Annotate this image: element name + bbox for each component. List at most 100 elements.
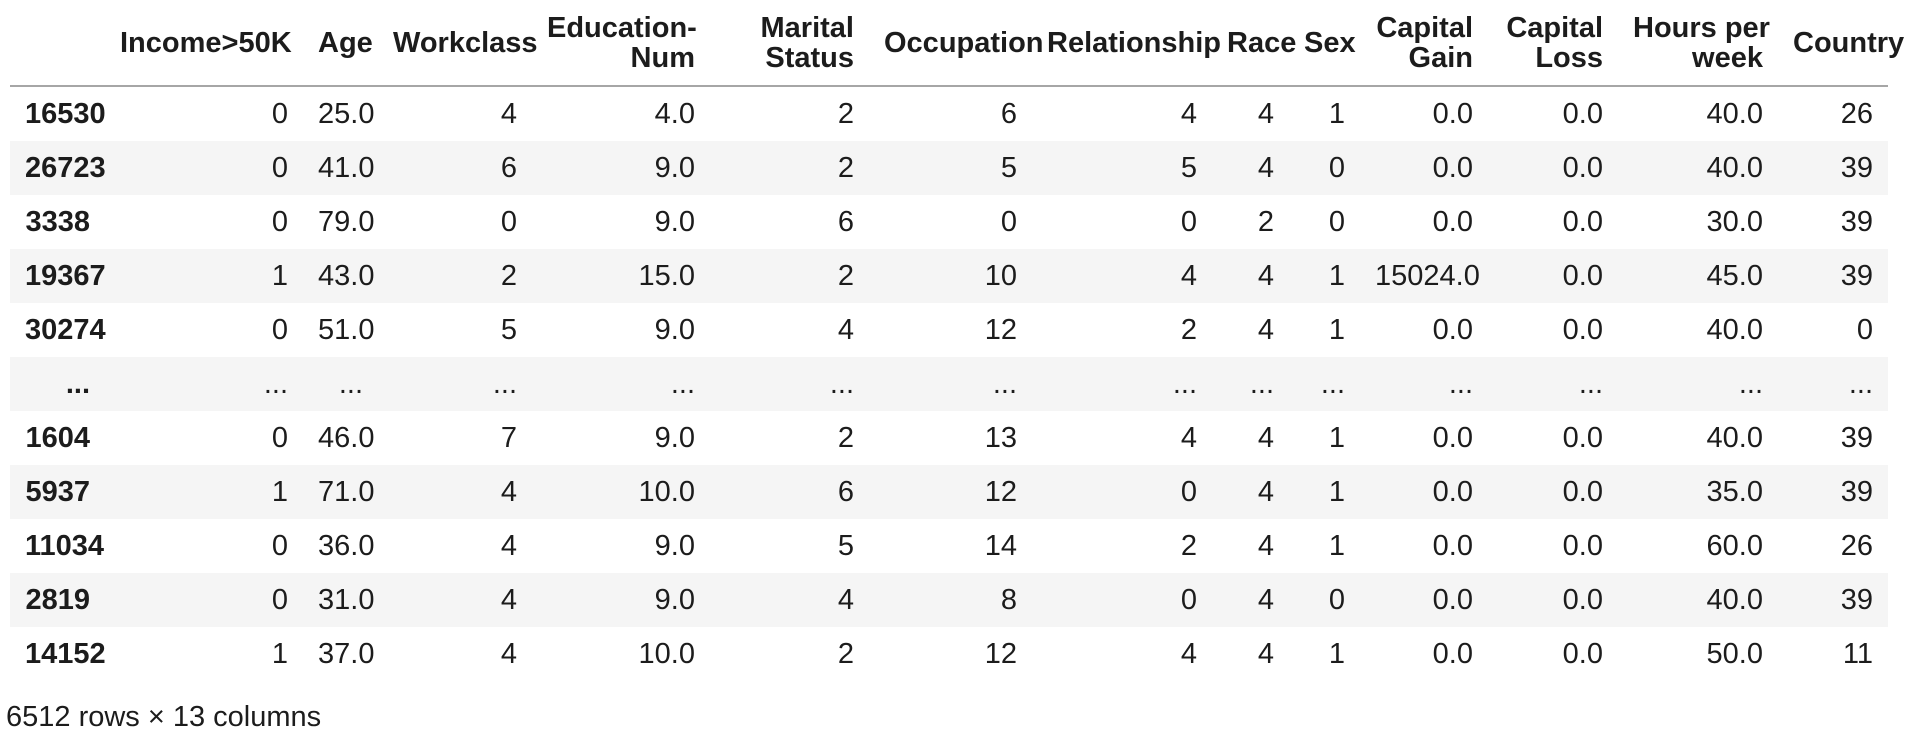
cell: 0 <box>1180 205 1197 238</box>
table-row: 30274 0 51.0 5 9.0 4 12 2 4 1 0.0 0.0 40.0 0 <box>10 303 1888 357</box>
row-index: 19367 <box>25 259 106 292</box>
cell: 4 <box>500 583 517 616</box>
cell: 71.0 <box>318 475 375 508</box>
cell: 0.0 <box>1432 313 1473 346</box>
row-index: 30274 <box>25 313 106 346</box>
cell: 4 <box>1180 637 1197 670</box>
cell: 1 <box>1328 97 1345 130</box>
cell: 0 <box>1328 151 1345 184</box>
cell: 15.0 <box>638 259 695 292</box>
row-index: 1604 <box>25 421 90 454</box>
column-header: Race <box>1212 0 1296 87</box>
cell: 4 <box>1257 529 1274 562</box>
row-index: 11034 <box>25 529 105 562</box>
cell: 60.0 <box>1706 529 1763 562</box>
table-row: 16530 0 25.0 4 4.0 2 6 4 4 1 0.0 0.0 40.0 26 <box>10 86 1888 141</box>
dataframe-table: Income>50K Age Workclass Education- Num Mari… <box>10 0 1904 681</box>
cell: 5 <box>837 529 854 562</box>
table-dimensions-label: 6512 rows × 13 columns <box>6 701 322 733</box>
cell: 1 <box>1328 637 1345 670</box>
cell: 26 <box>1840 97 1873 130</box>
cell: 9.0 <box>654 313 695 346</box>
cell: 4 <box>837 313 854 346</box>
cell: 0 <box>1328 583 1345 616</box>
cell: 15024.0 <box>1375 259 1480 292</box>
cell: 2 <box>837 637 854 670</box>
cell: ... <box>1738 367 1763 400</box>
table-row: 26723 0 41.0 6 9.0 2 5 5 4 0 0.0 0.0 40.0 39 <box>10 141 1888 195</box>
cell: 0 <box>1856 313 1873 346</box>
cell: 39 <box>1840 475 1873 508</box>
column-header: Country <box>1778 0 1904 87</box>
column-header: Capital Gain <box>1360 0 1488 87</box>
dataframe-header: Income>50K Age Workclass Education- Num Mari… <box>10 0 1904 87</box>
cell: 4 <box>1257 421 1274 454</box>
cell: 0.0 <box>1432 97 1473 130</box>
cell: 0.0 <box>1562 583 1603 616</box>
cell: ... <box>1448 367 1473 400</box>
cell: 0.0 <box>1562 637 1603 670</box>
cell: ... <box>670 367 695 400</box>
row-index: 14152 <box>25 637 106 670</box>
cell: 41.0 <box>318 151 375 184</box>
cell: 5 <box>1180 151 1197 184</box>
cell: 0.0 <box>1562 205 1603 238</box>
cell: 0.0 <box>1562 151 1603 184</box>
cell: 1 <box>1328 421 1345 454</box>
column-header: Capital Loss <box>1488 0 1618 87</box>
cell: 39 <box>1840 583 1873 616</box>
cell: ... <box>338 367 363 400</box>
column-header: Sex <box>1289 0 1360 87</box>
cell: 2 <box>837 259 854 292</box>
cell: 39 <box>1840 259 1873 292</box>
cell: 10.0 <box>638 475 695 508</box>
cell: 4 <box>1257 259 1274 292</box>
cell: ... <box>992 367 1017 400</box>
cell: 0 <box>271 529 288 562</box>
cell: 8 <box>1000 583 1017 616</box>
cell: 1 <box>1328 475 1345 508</box>
cell: 11 <box>1842 637 1873 670</box>
cell: 4 <box>1180 97 1197 130</box>
column-header: Age <box>303 0 378 87</box>
cell: 2 <box>837 151 854 184</box>
cell: 10 <box>984 259 1017 292</box>
cell: 4 <box>500 637 517 670</box>
cell: 12 <box>984 637 1017 670</box>
cell: 6 <box>500 151 517 184</box>
cell: 39 <box>1840 421 1873 454</box>
cell: 5 <box>1000 151 1017 184</box>
cell: 51.0 <box>318 313 375 346</box>
cell: 0 <box>271 313 288 346</box>
cell: 35.0 <box>1706 475 1763 508</box>
cell: ... <box>492 367 517 400</box>
cell: 0 <box>1180 583 1197 616</box>
cell: 6 <box>837 475 854 508</box>
cell: 40.0 <box>1706 97 1763 130</box>
cell: ... <box>1578 367 1603 400</box>
cell: 50.0 <box>1706 637 1763 670</box>
cell: 4 <box>1257 151 1274 184</box>
cell: 4 <box>500 475 517 508</box>
table-row: 5937 1 71.0 4 10.0 6 12 0 4 1 0.0 0.0 35.0 39 <box>10 465 1888 519</box>
cell: 39 <box>1840 151 1873 184</box>
column-header: Marital Status <box>710 0 869 87</box>
cell: 6 <box>1000 97 1017 130</box>
cell: 7 <box>500 421 517 454</box>
cell: 0.0 <box>1432 421 1473 454</box>
cell: ... <box>1320 367 1345 400</box>
cell: 12 <box>984 475 1017 508</box>
cell: 0.0 <box>1432 583 1473 616</box>
cell: 10.0 <box>638 637 695 670</box>
cell: 0 <box>271 151 288 184</box>
cell: 9.0 <box>654 151 695 184</box>
cell: 4 <box>1180 259 1197 292</box>
cell: ... <box>1848 367 1873 400</box>
cell: 2 <box>1180 313 1197 346</box>
cell: 0 <box>271 583 288 616</box>
cell: 31.0 <box>318 583 375 616</box>
cell: 14 <box>984 529 1017 562</box>
table-row: 2819 0 31.0 4 9.0 4 8 0 4 0 0.0 0.0 40.0 39 <box>10 573 1888 627</box>
cell: 9.0 <box>654 583 695 616</box>
cell: 0.0 <box>1432 151 1473 184</box>
